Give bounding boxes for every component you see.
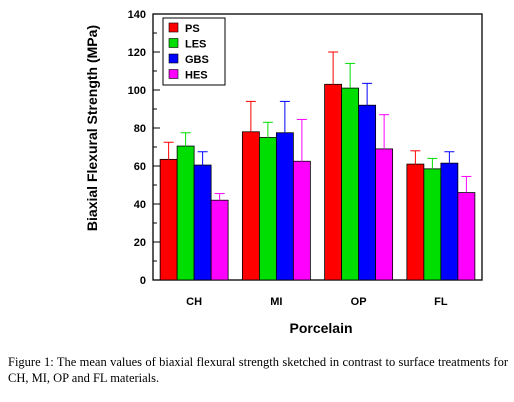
bar	[440, 162, 459, 281]
x-axis-label: Porcelain	[289, 320, 352, 336]
bar	[375, 148, 394, 281]
x-tick-label: CH	[186, 296, 202, 308]
figure-caption: Figure 1: The mean values of biaxial fle…	[8, 355, 508, 385]
y-tick-label: 0	[140, 275, 146, 287]
y-tick-label: 60	[134, 161, 146, 173]
bar-chart: 0 20 40 60 80 100 120 140 CH MI OP FL PS LES GBS HES Bi…	[84, 9, 483, 336]
legend-swatch	[168, 53, 179, 64]
y-tick-label: 140	[128, 9, 146, 21]
bar	[292, 160, 311, 281]
bar	[341, 87, 360, 281]
bar	[210, 199, 229, 281]
bar	[258, 137, 277, 281]
bar	[423, 168, 442, 281]
legend-label: HES	[185, 70, 208, 82]
bar	[324, 83, 343, 281]
bar	[457, 192, 476, 281]
legend-swatch	[168, 69, 179, 79]
y-tick-label: 20	[134, 237, 146, 249]
x-tick-label: OP	[351, 296, 367, 308]
y-tick-label: 120	[128, 47, 146, 59]
legend-swatch	[168, 38, 179, 48]
x-tick-label: MI	[270, 296, 282, 308]
bar	[193, 164, 212, 281]
plot-area: 0 20 40 60 80 100 120 140 CH MI OP FL PS LES GBS HES	[128, 9, 483, 308]
y-axis-label: Biaxial Flexural Strength (MPa)	[84, 25, 100, 231]
bar	[358, 104, 377, 281]
legend-label: GBS	[185, 54, 209, 66]
legend-label: LES	[185, 39, 206, 51]
bar	[275, 132, 294, 281]
legend-label: PS	[185, 23, 200, 35]
x-tick-label: FL	[434, 296, 448, 308]
legend-swatch	[168, 22, 179, 33]
y-tick-label: 40	[134, 199, 146, 211]
bar	[241, 131, 260, 281]
y-tick-label: 100	[128, 85, 146, 97]
bar	[176, 145, 195, 281]
y-tick-label: 80	[134, 123, 146, 135]
bar	[406, 163, 425, 281]
bar	[159, 158, 178, 281]
